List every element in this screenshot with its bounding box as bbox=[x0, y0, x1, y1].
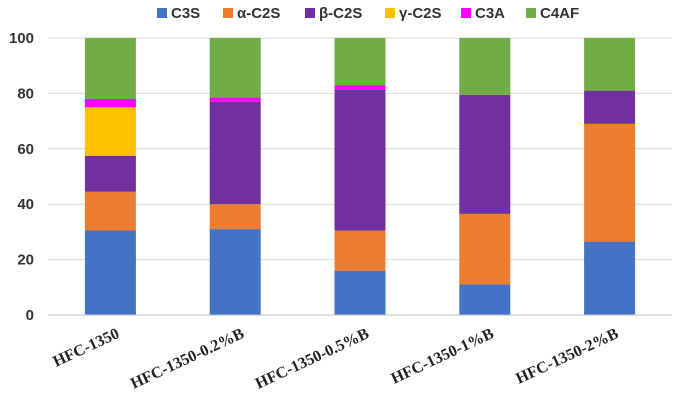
legend-swatch bbox=[157, 8, 167, 18]
x-tick-label: HFC-1350-2%B bbox=[513, 325, 621, 387]
bar-segment-C3A-2 bbox=[209, 97, 261, 102]
bar-segment-C2S-5 bbox=[584, 123, 636, 242]
bar-segment-C3S-3 bbox=[334, 270, 386, 315]
legend-item: C3S bbox=[157, 5, 200, 22]
legend-item: α-C2S bbox=[223, 5, 280, 22]
x-tick-label: HFC-1350 bbox=[50, 325, 122, 370]
bar-segment-C2S-2 bbox=[209, 101, 261, 205]
x-axis: HFC-1350 HFC-1350-0.2%B HFC-1350-0.5%B HFC-… bbox=[50, 325, 621, 393]
bar-stack-3 bbox=[334, 38, 386, 315]
legend-item: γ-C2S bbox=[385, 5, 442, 22]
y-axis: 0 20 40 60 80 100 bbox=[9, 30, 34, 324]
bar-stack-2 bbox=[209, 38, 261, 315]
y-tick-label: 20 bbox=[17, 252, 34, 269]
legend-swatch bbox=[526, 8, 536, 18]
legend-item: β-C2S bbox=[305, 5, 362, 22]
y-tick-label: 80 bbox=[17, 85, 34, 102]
legend-item: C4AF bbox=[526, 5, 579, 22]
y-tick-label: 60 bbox=[17, 141, 34, 158]
bar-segment-C3S-1 bbox=[84, 230, 136, 315]
bar-segment-C2S-4 bbox=[459, 213, 511, 285]
x-tick-label: HFC-1350-0.2%B bbox=[128, 325, 247, 393]
legend-label: C3S bbox=[171, 5, 200, 22]
bar-segment-C2S-4 bbox=[459, 94, 511, 214]
bar-segment-C4AF-1 bbox=[84, 38, 136, 99]
bar-segment-C3A-3 bbox=[334, 85, 386, 90]
bar-segment-C3S-5 bbox=[584, 241, 636, 315]
bar-segment-C3A-1 bbox=[84, 98, 136, 108]
legend-item: C3A bbox=[461, 5, 505, 22]
bar-segment-C4AF-5 bbox=[584, 38, 636, 91]
x-tick-label: HFC-1350-0.5%B bbox=[253, 325, 372, 393]
bar-segment-C2S-1 bbox=[84, 107, 136, 156]
legend-label: C3A bbox=[475, 5, 505, 22]
bar-segment-C2S-5 bbox=[584, 90, 636, 124]
bar-stack-5 bbox=[584, 38, 636, 315]
legend-swatch bbox=[461, 8, 471, 18]
x-tick-label: HFC-1350-1%B bbox=[389, 325, 497, 387]
bar-segment-C2S-3 bbox=[334, 230, 386, 271]
bar-stack-1 bbox=[84, 38, 136, 315]
legend-swatch bbox=[385, 8, 395, 18]
bar-segment-C2S-1 bbox=[84, 155, 136, 192]
bar-segment-C4AF-3 bbox=[334, 38, 386, 86]
bar-stack-4 bbox=[459, 38, 511, 315]
legend-label: β-C2S bbox=[319, 5, 362, 22]
legend-label: γ-C2S bbox=[399, 5, 442, 22]
legend-swatch bbox=[305, 8, 315, 18]
bar-segment-C2S-2 bbox=[209, 204, 261, 230]
bars bbox=[84, 38, 636, 315]
y-tick-label: 40 bbox=[17, 196, 34, 213]
legend-label: C4AF bbox=[540, 5, 579, 22]
bar-segment-C3S-4 bbox=[459, 284, 511, 315]
legend-label: α-C2S bbox=[237, 5, 280, 22]
bar-segment-C2S-3 bbox=[334, 89, 386, 231]
bar-segment-C4AF-4 bbox=[459, 38, 511, 95]
legend: C3S α-C2S β-C2S γ-C2S C3A C4AF bbox=[157, 5, 579, 22]
legend-swatch bbox=[223, 8, 233, 18]
bar-segment-C4AF-2 bbox=[209, 38, 261, 98]
bar-segment-C3S-2 bbox=[209, 229, 261, 315]
bar-segment-C2S-1 bbox=[84, 191, 136, 231]
y-tick-label: 100 bbox=[9, 30, 34, 47]
y-tick-label: 0 bbox=[26, 307, 34, 324]
